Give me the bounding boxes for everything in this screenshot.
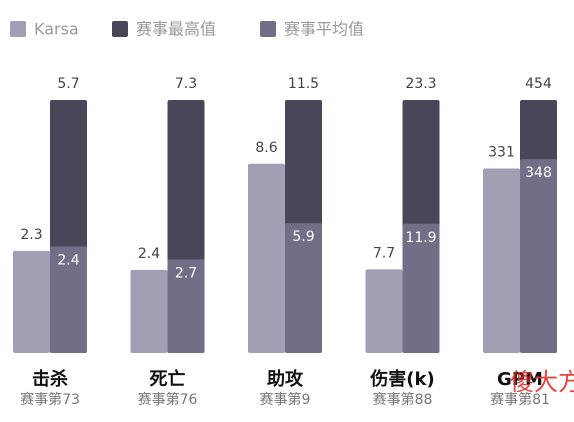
bar <box>365 269 403 353</box>
legend-label: 赛事最高值 <box>136 20 216 39</box>
value-label: 11.5 <box>288 76 319 92</box>
value-label: 454 <box>525 76 552 92</box>
value-label: 8.6 <box>255 140 277 156</box>
category-label: 伤害(k) <box>369 368 434 390</box>
legend-swatch <box>112 21 128 37</box>
category-label: GPM <box>497 369 543 390</box>
value-label: 2.7 <box>175 265 197 281</box>
bar <box>13 250 50 353</box>
value-label: 348 <box>525 165 552 181</box>
category-label: 死亡 <box>150 368 186 390</box>
bar <box>285 223 322 353</box>
category-rank: 赛事第81 <box>490 391 550 408</box>
category-rank: 赛事第88 <box>373 391 433 408</box>
category-label: 助攻 <box>267 368 304 390</box>
value-label: 2.4 <box>138 246 160 262</box>
category-rank: 赛事第73 <box>20 391 80 408</box>
category-rank: 赛事第76 <box>138 391 198 408</box>
bar <box>520 159 557 353</box>
value-label: 2.3 <box>20 227 42 243</box>
value-label: 23.3 <box>405 76 436 92</box>
value-label: 5.9 <box>292 229 314 245</box>
value-label: 2.4 <box>57 252 79 268</box>
value-label: 7.3 <box>175 76 197 92</box>
legend-swatch <box>10 21 26 37</box>
bar <box>248 163 285 353</box>
value-label: 331 <box>488 145 515 161</box>
bar <box>483 168 520 353</box>
category-label: 击杀 <box>32 368 68 390</box>
legend-label: 赛事平均值 <box>284 20 364 39</box>
category-rank: 赛事第9 <box>260 391 311 408</box>
legend-label: Karsa <box>34 20 79 39</box>
value-label: 11.9 <box>405 230 436 246</box>
bar <box>50 246 87 353</box>
bar <box>167 259 205 353</box>
watermark: 傻大方 <box>510 368 574 396</box>
bar <box>402 223 440 353</box>
value-label: 7.7 <box>373 245 395 261</box>
legend-swatch <box>260 21 276 37</box>
value-label: 5.7 <box>57 76 79 92</box>
bar <box>130 269 168 353</box>
